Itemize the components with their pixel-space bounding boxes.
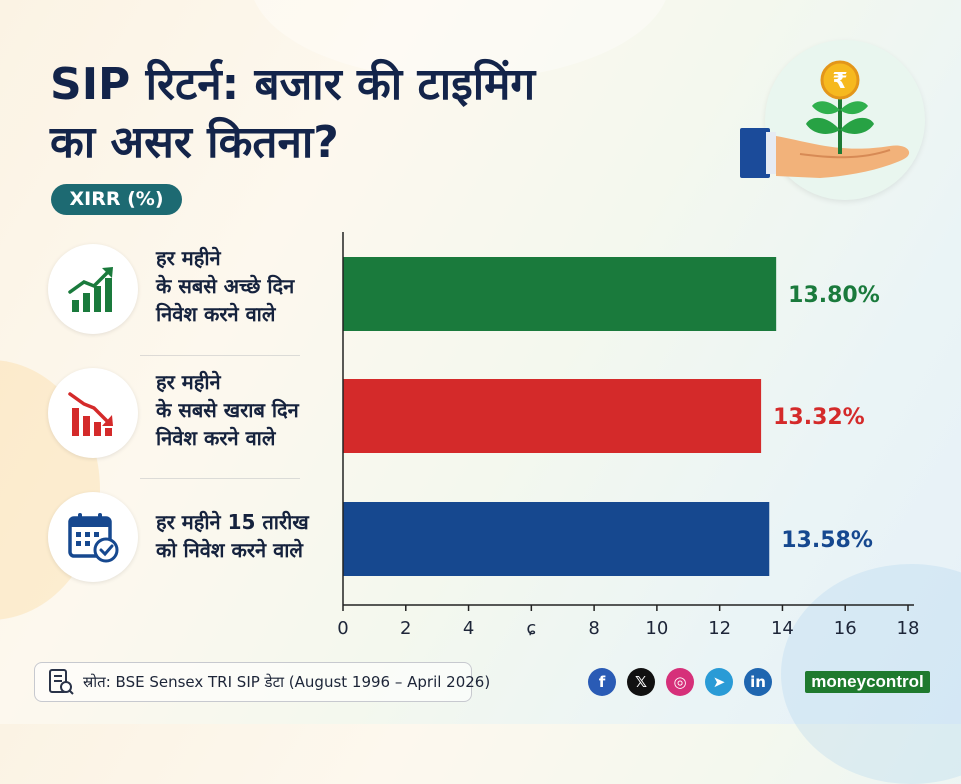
x-tick-label: 16 (834, 618, 857, 639)
x-tick-label: 14 (771, 618, 794, 639)
hand-plant-rupee-icon: ₹ (740, 40, 925, 200)
x-icon[interactable]: 𝕏 (627, 668, 655, 696)
category-label-line: के सबसे अच्छे दिन (156, 274, 295, 298)
telegram-icon[interactable]: ➤ (705, 668, 733, 696)
x-tick-label: 12 (708, 618, 731, 639)
trending-up-bars-icon (68, 267, 113, 312)
category-best-day: हर महीने के सबसे अच्छे दिन निवेश करने वा… (48, 244, 338, 344)
bar (343, 257, 777, 331)
bar-value-label: 13.32% (773, 405, 865, 430)
linkedin-icon[interactable]: in (744, 668, 772, 696)
category-divider (140, 355, 300, 356)
bar-value-label: 13.80% (788, 283, 880, 308)
title-line-1: SIP रिटर्न: बजार की टाइमिंग (50, 59, 536, 110)
bar (343, 379, 762, 453)
bar-chart: 13.80% 13.32% 13.58% 0 2 4 ɕ 8 10 12 14 16 18 (337, 232, 920, 639)
category-label-line: निवेश करने वाले (156, 426, 276, 450)
category-15th-date: हर महीने 15 तारीख को निवेश करने वाले (48, 492, 338, 592)
metric-pill: XIRR (%) (51, 184, 182, 215)
category-label-line: हर महीने (156, 246, 221, 270)
category-label-line: के सबसे खराब दिन (156, 398, 299, 422)
x-tick-label: 8 (588, 618, 599, 639)
page-title: SIP रिटर्न: बजार की टाइमिंग का असर कितना… (50, 56, 690, 172)
category-worst-day: हर महीने के सबसे खराब दिन निवेश करने वाल… (48, 368, 338, 468)
trending-down-bars-icon (68, 392, 113, 436)
category-label-line: हर महीने (156, 370, 221, 394)
x-tick-label: ɕ (526, 618, 536, 639)
x-tick-label: 4 (463, 618, 474, 639)
svg-text:₹: ₹ (832, 69, 847, 94)
x-tick-label: 2 (400, 618, 411, 639)
source-text: स्रोत: BSE Sensex TRI SIP डेटा (August 1… (83, 673, 491, 691)
category-label-line: को निवेश करने वाले (156, 538, 303, 562)
document-search-icon (49, 669, 74, 695)
x-tick-label: 10 (645, 618, 668, 639)
category-divider (140, 478, 300, 479)
instagram-icon[interactable]: ◎ (666, 668, 694, 696)
x-tick-label: 0 (337, 618, 348, 639)
bar-value-label: 13.58% (781, 528, 873, 553)
category-label-line: हर महीने 15 तारीख (156, 510, 309, 534)
facebook-icon[interactable]: f (588, 668, 616, 696)
calendar-check-icon (68, 513, 119, 563)
bar (343, 502, 770, 576)
title-line-2: का असर कितना? (50, 117, 339, 168)
category-label-line: निवेश करने वाले (156, 302, 276, 326)
moneycontrol-logo: moneycontrol (805, 671, 930, 693)
x-tick-label: 18 (897, 618, 920, 639)
source-box: स्रोत: BSE Sensex TRI SIP डेटा (August 1… (34, 662, 490, 702)
